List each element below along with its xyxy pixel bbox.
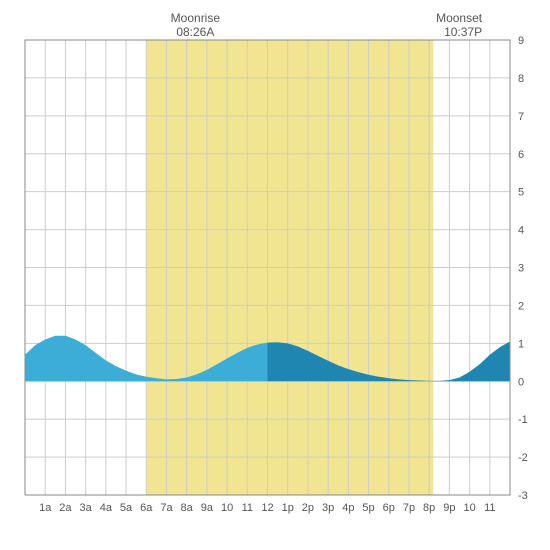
x-tick-label: 11: [242, 502, 253, 514]
x-tick-label: 5p: [362, 502, 374, 514]
moonset-time: 10:37P: [444, 25, 482, 39]
moonset-title: Moonset: [436, 11, 483, 25]
x-tick-label: 10: [463, 502, 475, 514]
chart-svg: 1a2a3a4a5a6a7a8a9a1011121p2p3p4p5p6p7p8p…: [10, 10, 540, 540]
y-tick-label: 0: [518, 376, 524, 388]
y-tick-label: 6: [518, 149, 524, 161]
y-tick-label: 1: [518, 338, 524, 350]
x-tick-label: 11: [484, 502, 495, 514]
y-tick-label: -3: [518, 490, 528, 502]
x-tick-label: 7p: [403, 502, 415, 514]
x-tick-label: 10: [221, 502, 233, 514]
x-tick-label: 2a: [59, 502, 72, 514]
x-tick-label: 8a: [181, 502, 194, 514]
tide-chart: 1a2a3a4a5a6a7a8a9a1011121p2p3p4p5p6p7p8p…: [10, 10, 540, 540]
y-tick-label: 7: [518, 111, 524, 123]
x-tick-label: 1a: [39, 502, 52, 514]
y-tick-label: 9: [518, 35, 524, 47]
y-tick-label: 8: [518, 73, 524, 85]
x-tick-label: 8p: [423, 502, 435, 514]
x-tick-label: 4a: [100, 502, 113, 514]
x-tick-label: 6p: [383, 502, 395, 514]
x-tick-label: 4p: [342, 502, 354, 514]
moonrise-time: 08:26A: [176, 25, 214, 39]
x-tick-label: 9p: [443, 502, 455, 514]
y-tick-label: -1: [518, 414, 528, 426]
y-tick-label: -2: [518, 452, 528, 464]
y-tick-label: 2: [518, 300, 524, 312]
y-tick-label: 5: [518, 187, 524, 199]
x-tick-label: 9a: [201, 502, 214, 514]
x-tick-label: 5a: [120, 502, 133, 514]
x-tick-label: 6a: [140, 502, 153, 514]
x-tick-label: 1p: [282, 502, 294, 514]
y-tick-label: 4: [518, 225, 524, 237]
x-tick-label: 3p: [322, 502, 334, 514]
y-tick-label: 3: [518, 263, 524, 275]
x-tick-label: 7a: [160, 502, 173, 514]
x-tick-label: 3a: [80, 502, 93, 514]
moonrise-title: Moonrise: [171, 11, 221, 25]
x-tick-label: 2p: [302, 502, 314, 514]
x-tick-label: 12: [261, 502, 273, 514]
